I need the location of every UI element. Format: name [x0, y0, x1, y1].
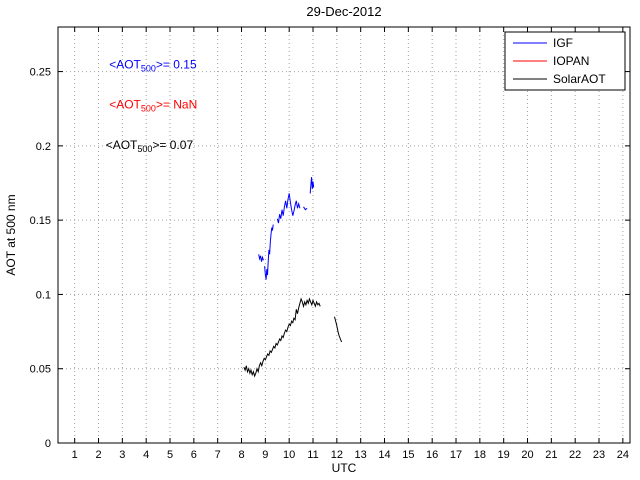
- legend-label-IGF: IGF: [553, 36, 573, 50]
- series-IGF: [276, 193, 301, 224]
- x-tick-label: 1: [72, 449, 78, 461]
- y-tick-label: 0.1: [36, 289, 51, 301]
- x-tick-label: 24: [617, 449, 629, 461]
- x-tick-label: 15: [402, 449, 414, 461]
- mean-aot-annotation: <AOT500>= 0.07: [106, 138, 194, 154]
- x-tick-label: 16: [426, 449, 438, 461]
- y-tick-label: 0.2: [36, 141, 51, 153]
- x-tick-label: 11: [307, 449, 318, 461]
- x-tick-label: 14: [378, 449, 390, 461]
- series-SolarAOT: [334, 316, 343, 343]
- y-axis-label: AOT at 500 nm: [4, 194, 18, 275]
- x-tick-label: 19: [498, 449, 510, 461]
- x-tick-label: 4: [143, 449, 149, 461]
- x-tick-label: 5: [167, 449, 173, 461]
- x-tick-label: 2: [95, 449, 101, 461]
- mean-aot-annotation: <AOT500>= 0.15: [109, 58, 197, 74]
- legend-label-IOPAN: IOPAN: [553, 54, 589, 68]
- x-tick-label: 3: [119, 449, 125, 461]
- x-tick-label: 17: [450, 449, 462, 461]
- series-IGF: [258, 254, 264, 262]
- series-IGF: [303, 206, 308, 211]
- series-IGF: [264, 224, 274, 280]
- x-tick-label: 6: [191, 449, 197, 461]
- x-tick-label: 22: [569, 449, 581, 461]
- x-axis-label: UTC: [332, 461, 357, 475]
- x-tick-label: 10: [283, 449, 295, 461]
- series-IGF: [309, 177, 315, 194]
- x-tick-label: 23: [593, 449, 605, 461]
- x-tick-label: 21: [545, 449, 557, 461]
- x-tick-label: 7: [215, 449, 221, 461]
- legend-label-SolarAOT: SolarAOT: [553, 72, 606, 86]
- x-tick-label: 18: [474, 449, 486, 461]
- chart-title: 29-Dec-2012: [306, 4, 381, 19]
- y-tick-label: 0.05: [30, 364, 51, 376]
- x-tick-label: 8: [238, 449, 244, 461]
- series-SolarAOT: [243, 297, 321, 378]
- x-tick-label: 20: [521, 449, 533, 461]
- x-tick-label: 13: [355, 449, 367, 461]
- mean-aot-annotation: <AOT500>= NaN: [109, 98, 197, 114]
- x-tick-label: 12: [331, 449, 343, 461]
- x-tick-label: 9: [262, 449, 268, 461]
- plot-border: [57, 26, 631, 444]
- y-tick-label: 0.25: [30, 67, 51, 79]
- y-tick-label: 0.15: [30, 215, 51, 227]
- y-tick-label: 0: [45, 438, 51, 450]
